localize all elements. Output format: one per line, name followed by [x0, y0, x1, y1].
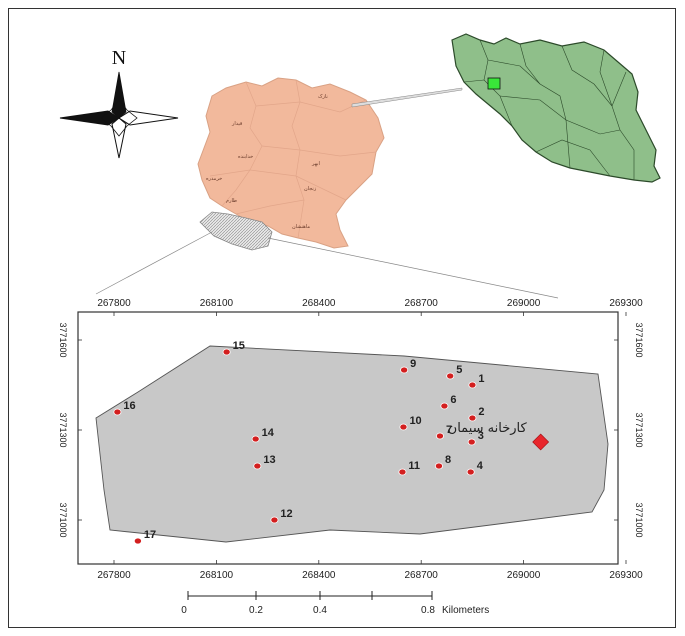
sample-point-label: 8 [445, 454, 451, 466]
x-tick-label-bottom: 269300 [609, 570, 643, 581]
cement-factory-marker [532, 433, 550, 451]
sample-point [466, 468, 475, 476]
connector-province-to-iran [351, 87, 463, 108]
x-tick-label-bottom: 268400 [302, 570, 336, 581]
sample-point [434, 462, 443, 470]
x-tick-label-top: 268400 [302, 298, 336, 309]
scale-bar-ticks [187, 591, 433, 600]
sample-point-label: 3 [478, 430, 484, 442]
iran-province-boundaries [463, 39, 635, 180]
scale-tick-label: 0.8 [421, 605, 435, 616]
x-axis-top: 267800 268100 268400 268700 269000 269300 [97, 298, 643, 309]
sample-point-label: 15 [233, 340, 245, 352]
y-axis-right: 3771600 3771300 3771000 [634, 322, 644, 537]
y-tick-label-right: 3771300 [634, 412, 644, 447]
sample-point [400, 366, 409, 374]
sample-point [399, 423, 408, 431]
y-axis-left: 3771600 3771300 3771000 [58, 322, 68, 537]
sample-point [253, 462, 262, 470]
sample-point [467, 438, 476, 446]
sample-point-label: 9 [410, 358, 416, 370]
scale-tick-label: 0.2 [249, 605, 263, 616]
north-arrow: N [59, 47, 179, 159]
north-arrow-south-point [111, 117, 127, 159]
y-tick-label-right: 3771600 [634, 322, 644, 357]
sample-point [222, 348, 231, 356]
zanjan-highlight [487, 77, 501, 90]
sample-point-label: 10 [409, 415, 421, 427]
sample-point-label: 11 [408, 460, 420, 472]
sample-point-label: 7 [446, 424, 452, 436]
north-arrow-north-point [111, 71, 127, 119]
sample-point [468, 414, 477, 422]
study-area-polygon [95, 345, 609, 543]
x-tick-label-bottom: 269000 [507, 570, 541, 581]
sample-point-label: 5 [456, 364, 462, 376]
cement-factory: کارخانه سیمان [448, 421, 550, 451]
sample-point [251, 435, 260, 443]
x-tick-label-bottom: 267800 [97, 570, 131, 581]
map-frame [8, 8, 676, 628]
sample-point [398, 468, 407, 476]
y-tick-label-left: 3771300 [58, 412, 68, 447]
sample-point [468, 381, 477, 389]
x-tick-label-top: 269000 [507, 298, 541, 309]
sample-point [446, 372, 455, 380]
sample-point-label: 17 [144, 529, 156, 541]
scale-unit-label: Kilometers [442, 605, 489, 616]
scale-tick-label: 0 [181, 605, 187, 616]
province-map: نازک قیدار خدابنده ابهر خرمدره طارم زنجا… [197, 77, 385, 251]
sample-point [270, 516, 279, 524]
inset-tick-marks [78, 312, 627, 564]
north-arrow-compass-star [100, 99, 138, 137]
sample-point-label: 4 [477, 460, 484, 472]
sample-point [133, 537, 142, 545]
y-tick-label-left: 3771000 [58, 502, 68, 537]
scale-tick-label: 0.4 [313, 605, 327, 616]
study-region-hatched [199, 211, 273, 251]
county-boundaries [209, 79, 377, 239]
province-outline [197, 77, 385, 249]
sample-point [435, 432, 444, 440]
inset-map: 267800 268100 268400 268700 269000 269300 267… [58, 298, 644, 581]
sample-point-label: 2 [478, 406, 484, 418]
x-axis-bottom: 267800 268100 268400 268700 269000 269300 [97, 570, 643, 581]
county-label: قیدار [231, 121, 243, 127]
x-tick-label-top: 269300 [609, 298, 643, 309]
county-label: خدابنده [238, 154, 253, 160]
county-label: ماهنشان [292, 224, 310, 230]
sample-point-label: 16 [123, 400, 135, 412]
y-tick-label-left: 3771600 [58, 322, 68, 357]
x-tick-label-top: 268700 [405, 298, 439, 309]
county-label: زنجان [304, 186, 317, 192]
cement-factory-label: کارخانه سیمان [448, 421, 528, 436]
iran-map [451, 33, 661, 183]
county-label: خرمدره [206, 176, 222, 182]
sample-point-label: 13 [263, 454, 275, 466]
zoom-lines [95, 231, 559, 299]
scale-bar: 0 0.2 0.4 0.8 Kilometers [181, 591, 489, 616]
sample-point-label: 14 [262, 427, 275, 439]
north-arrow-west-point [59, 110, 120, 126]
sample-point-label: 1 [478, 373, 484, 385]
county-label: طارم [226, 198, 237, 204]
sample-point [113, 408, 122, 416]
sample-point-label: 6 [450, 394, 456, 406]
x-tick-label-bottom: 268100 [200, 570, 234, 581]
y-tick-label-right: 3771000 [634, 502, 644, 537]
x-tick-label-top: 267800 [97, 298, 131, 309]
county-label: ابهر [311, 161, 320, 167]
sample-point-label: 12 [280, 508, 292, 520]
north-arrow-east-point [118, 110, 179, 126]
iran-outline [451, 33, 661, 183]
x-tick-label-top: 268100 [200, 298, 234, 309]
county-label: نازک [318, 93, 328, 100]
sample-point [440, 402, 449, 410]
x-tick-label-bottom: 268700 [405, 570, 439, 581]
north-label: N [112, 47, 126, 69]
